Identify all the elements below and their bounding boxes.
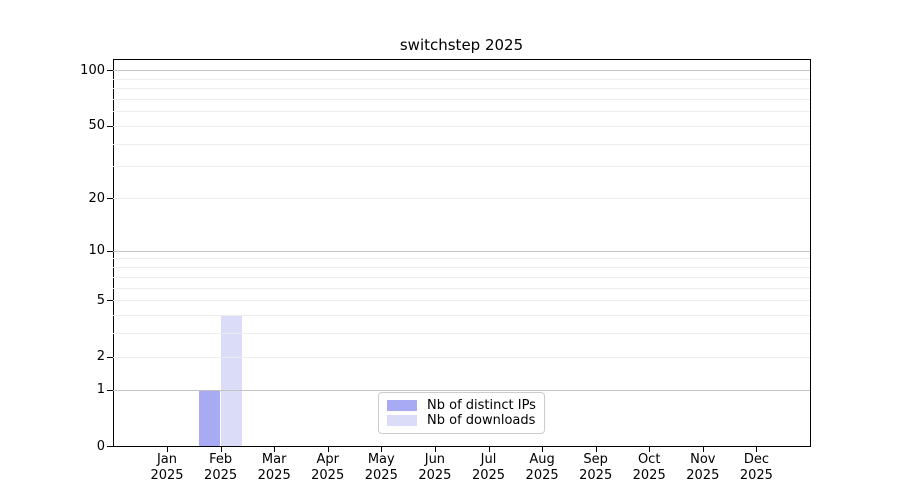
gridline-minor	[113, 356, 810, 358]
x-axis-tick	[434, 447, 436, 452]
y-axis-tick	[107, 356, 114, 358]
y-axis-tick	[107, 446, 114, 447]
x-axis-tick	[327, 447, 329, 452]
gridline-major	[113, 250, 810, 252]
x-tick-year: 2025	[739, 468, 773, 483]
x-tick-year: 2025	[204, 468, 238, 483]
x-axis-tick	[702, 447, 704, 452]
x-tick-month: Nov	[690, 452, 716, 467]
y-axis-tick	[107, 70, 114, 71]
x-tick-month: Mar	[261, 452, 287, 467]
x-axis-tick-label: Mar 2025	[242, 452, 306, 484]
gridline-minor	[113, 258, 810, 260]
x-axis-tick	[167, 447, 168, 452]
x-axis-tick	[488, 447, 490, 452]
x-tick-year: 2025	[525, 468, 559, 483]
x-tick-year: 2025	[686, 468, 720, 483]
x-tick-month: Aug	[529, 452, 555, 467]
legend-label-downloads: Nb of downloads	[427, 413, 536, 428]
x-tick-year: 2025	[257, 468, 291, 483]
x-axis-tick	[542, 447, 544, 452]
gridline-minor	[113, 125, 810, 127]
y-axis-tick-label: 1	[96, 382, 105, 397]
x-axis-tick-label: Sep 2025	[564, 452, 628, 484]
x-axis-tick	[274, 447, 276, 452]
x-tick-month: Jul	[480, 452, 497, 467]
x-axis-tick-label: Feb 2025	[189, 452, 253, 484]
x-tick-month: May	[367, 452, 395, 467]
legend-row-distinct-ips: Nb of distinct IPs	[387, 398, 536, 413]
x-axis-tick	[649, 447, 651, 452]
x-axis-tick-label: Apr 2025	[296, 452, 360, 484]
gridline-minor	[113, 300, 810, 301]
x-axis-tick-label: Jul 2025	[457, 452, 521, 484]
legend-swatch-downloads	[387, 415, 417, 426]
x-axis-tick-label: May 2025	[349, 452, 413, 484]
y-axis-tick	[107, 125, 114, 127]
y-axis-tick-label: 100	[80, 62, 105, 78]
x-axis-tick	[220, 447, 222, 452]
y-axis-tick	[107, 250, 114, 252]
x-tick-month: Sep	[583, 452, 608, 467]
y-axis-tick-label: 0	[96, 438, 105, 454]
gridline-minor	[113, 287, 810, 289]
gridline-minor	[113, 98, 810, 100]
x-axis-tick-label: Aug 2025	[510, 452, 574, 484]
x-tick-year: 2025	[632, 468, 666, 483]
x-tick-month: Apr	[316, 452, 339, 467]
y-axis-tick-label: 50	[88, 118, 105, 134]
gridline-minor	[113, 88, 810, 89]
x-tick-year: 2025	[150, 468, 184, 483]
legend-label-distinct-ips: Nb of distinct IPs	[427, 398, 536, 413]
y-axis-tick	[107, 198, 114, 199]
x-tick-year: 2025	[311, 468, 345, 483]
x-axis-tick	[595, 447, 597, 452]
gridline-minor	[113, 267, 810, 268]
y-axis-tick-label: 20	[88, 190, 105, 206]
y-axis-tick	[107, 389, 114, 391]
plot-spine-top	[113, 59, 811, 61]
plot-spine-right	[810, 59, 811, 447]
gridline-minor	[113, 314, 810, 316]
x-tick-month: Oct	[637, 452, 661, 467]
x-tick-month: Jun	[424, 452, 446, 467]
legend-box: Nb of distinct IPs Nb of downloads	[378, 392, 545, 434]
bar-distinct-ips	[199, 389, 221, 446]
gridline-minor	[113, 143, 810, 145]
x-tick-year: 2025	[471, 468, 506, 483]
x-tick-year: 2025	[418, 468, 452, 483]
y-axis-tick-label: 5	[96, 292, 105, 308]
gridline-major	[113, 389, 810, 391]
plot-spine-left	[113, 59, 115, 447]
y-axis-tick-label: 10	[88, 243, 105, 259]
gridline-minor	[113, 276, 810, 278]
x-tick-month: Feb	[209, 452, 233, 467]
x-axis-tick-label: Jun 2025	[403, 452, 467, 484]
gridline-minor	[113, 78, 810, 80]
x-tick-month: Dec	[743, 452, 769, 467]
gridline-minor	[113, 333, 810, 335]
x-axis-tick-label: Oct 2025	[617, 452, 681, 484]
x-axis-tick-label: Jan 2025	[135, 452, 199, 484]
gridline-minor	[113, 111, 810, 113]
x-tick-month: Jan	[156, 452, 178, 467]
gridline-minor	[113, 166, 810, 168]
plot-spine-bottom	[113, 446, 811, 447]
gridline-minor	[113, 198, 810, 199]
bar-downloads	[220, 314, 242, 446]
x-tick-year: 2025	[364, 468, 398, 483]
x-axis-tick	[756, 447, 758, 452]
x-tick-year: 2025	[579, 468, 613, 483]
chart-title: switchstep 2025	[399, 36, 524, 54]
x-axis-tick	[381, 447, 383, 452]
gridline-major	[113, 70, 810, 71]
legend-row-downloads: Nb of downloads	[387, 413, 536, 428]
legend-swatch-distinct-ips	[387, 400, 417, 411]
y-axis-tick	[107, 300, 114, 301]
x-axis-tick-label: Nov 2025	[671, 452, 735, 484]
x-axis-tick-label: Dec 2025	[724, 452, 788, 484]
y-axis-tick-label: 2	[96, 349, 105, 364]
